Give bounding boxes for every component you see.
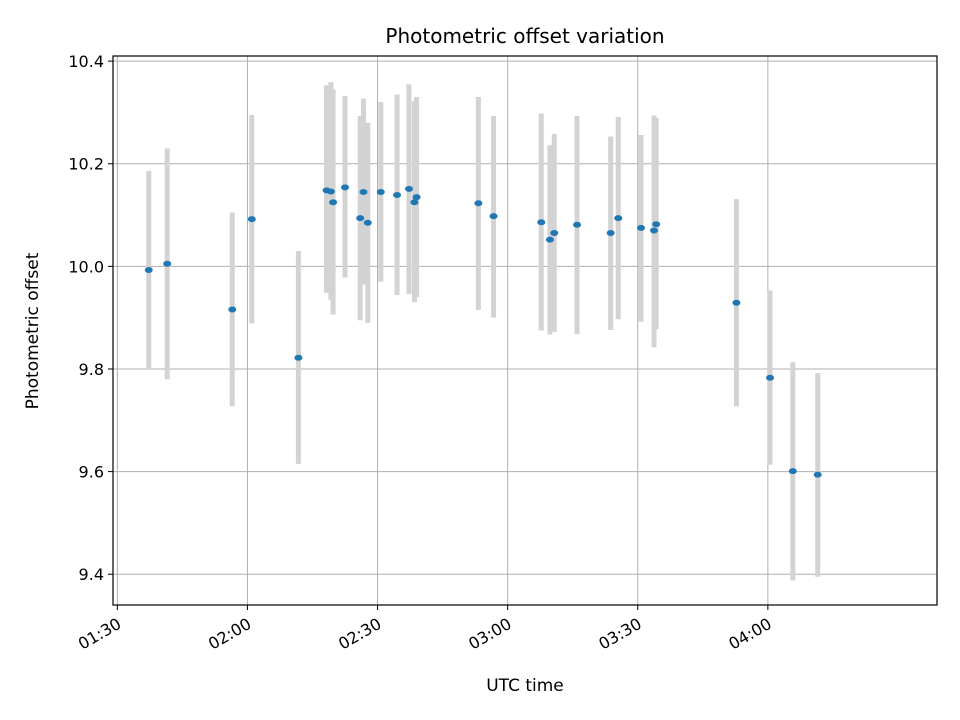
data-point [650, 227, 659, 234]
data-point [359, 188, 368, 195]
data-point [813, 471, 822, 478]
y-tick-label: 9.4 [79, 565, 104, 584]
data-point [606, 230, 615, 237]
y-tick-label: 10.4 [68, 52, 104, 71]
data-points [144, 184, 822, 478]
data-point [363, 219, 372, 226]
data-point [404, 185, 413, 192]
y-axis-ticks: 9.4 9.6 9.8 10.0 10.2 10.4 [68, 52, 113, 584]
data-point [766, 374, 775, 381]
data-point [732, 299, 741, 306]
data-point [550, 230, 559, 237]
data-point [144, 266, 153, 273]
data-point [537, 219, 546, 226]
y-tick-label: 9.8 [79, 360, 104, 379]
data-point [489, 213, 498, 220]
y-tick-label: 10.0 [68, 257, 104, 276]
data-point [614, 215, 623, 222]
plot-frame [112, 55, 938, 606]
data-point [341, 184, 350, 191]
data-point [329, 199, 338, 206]
grid-lines [113, 56, 937, 605]
data-point [412, 194, 421, 201]
data-point [393, 192, 402, 199]
data-point [573, 221, 582, 228]
data-point [294, 354, 303, 361]
data-point [652, 221, 661, 228]
chart-title: Photometric offset variation [385, 24, 664, 48]
y-tick-label: 10.2 [68, 155, 104, 174]
data-point [326, 188, 335, 195]
data-point [474, 200, 483, 207]
data-point [247, 216, 256, 223]
data-point [410, 199, 419, 206]
data-point [788, 468, 797, 475]
data-point [545, 236, 554, 243]
y-axis-label: Photometric offset [23, 252, 43, 409]
data-point [163, 260, 172, 267]
data-point [637, 224, 646, 231]
data-point [376, 188, 385, 195]
y-tick-label: 9.6 [79, 463, 104, 482]
x-axis-label: UTC time [486, 676, 564, 696]
data-point [356, 215, 365, 222]
data-point [228, 306, 237, 313]
